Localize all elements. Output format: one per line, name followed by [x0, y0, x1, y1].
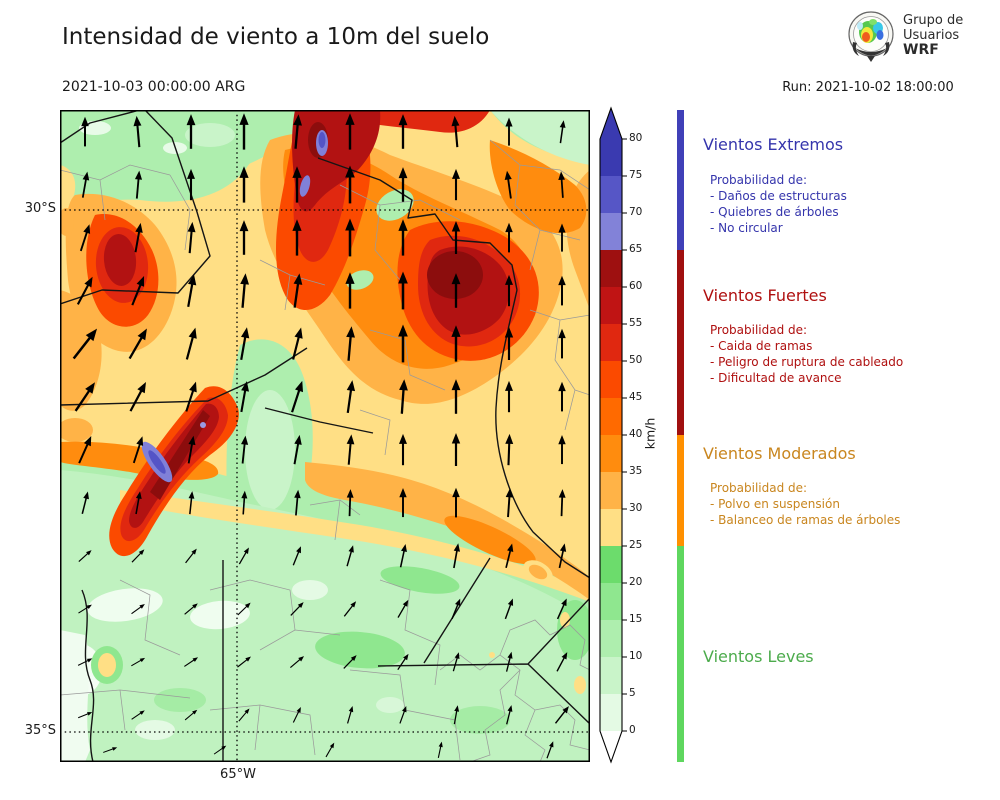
wind-intensity-map: [60, 110, 590, 762]
legend-intro: Probabilidad de:: [710, 323, 808, 337]
legend-title-leves: Vientos Leves: [703, 647, 814, 666]
legend-title-moderados: Vientos Moderados: [703, 444, 856, 463]
logo-line2: Usuarios: [903, 28, 960, 43]
logo-text: Grupo de Usuarios WRF: [903, 13, 963, 58]
lat-label-30s: 30°S: [24, 201, 56, 216]
colorbar-tick-label: 0: [629, 724, 636, 736]
colorbar-tick-label: 25: [629, 539, 643, 551]
colorbar-tick-label: 80: [629, 132, 643, 144]
colorbar-tick-label: 10: [629, 650, 643, 662]
legend-item: - Peligro de ruptura de cableado: [710, 355, 904, 369]
lat-label-35s: 35°S: [24, 723, 56, 738]
legend-item: - No circular: [710, 221, 783, 235]
colorbar-tick-label: 60: [629, 280, 643, 292]
colorbar-tick-label: 45: [629, 391, 643, 403]
colorbar-tick-label: 70: [629, 206, 643, 218]
legend-item: - Balanceo de ramas de árboles: [710, 513, 901, 527]
colorbar-tick-label: 65: [629, 243, 643, 255]
legend-intro: Probabilidad de:: [710, 173, 808, 187]
legend-section-fuertes: Vientos Fuertes: [703, 286, 827, 305]
colorbar-unit-label: km/h: [642, 417, 658, 450]
legend-item: - Polvo en suspensión: [710, 497, 840, 511]
legend-body-moderados: Probabilidad de: - Polvo en suspensión -…: [710, 480, 900, 528]
colorbar-tick-label: 55: [629, 317, 643, 329]
legend-section-leves: Vientos Leves: [703, 647, 814, 666]
legend-item: - Daños de estructuras: [710, 189, 847, 203]
colorbar-tick-label: 75: [629, 169, 643, 181]
colorbar-tick-label: 35: [629, 465, 643, 477]
colorbar-tick-label: 20: [629, 576, 643, 588]
colorbar-tick-label: 40: [629, 428, 643, 440]
legend-item: - Caida de ramas: [710, 339, 813, 353]
category-color-strip: [677, 110, 684, 762]
colorbar-ticks: [622, 138, 627, 732]
logo-line1: Grupo de: [903, 13, 964, 28]
legend-title-fuertes: Vientos Fuertes: [703, 286, 827, 305]
wind-speed-colorbar: [599, 106, 627, 764]
legend-section-moderados: Vientos Moderados: [703, 444, 856, 463]
legend-body-extremos: Probabilidad de: - Daños de estructuras …: [710, 172, 847, 236]
lon-label-65w: 65°W: [220, 767, 256, 782]
logo-line3: WRF: [903, 42, 939, 58]
wrf-group-logo-icon: [848, 11, 894, 62]
legend-item: - Dificultad de avance: [710, 371, 842, 385]
legend-intro: Probabilidad de:: [710, 481, 808, 495]
province-borders: [60, 110, 590, 762]
map-frame: [60, 110, 590, 762]
latlon-gridlines: [60, 110, 590, 762]
legend-item: - Quiebres de árboles: [710, 205, 839, 219]
legend-title-extremos: Vientos Extremos: [703, 135, 844, 154]
legend-body-fuertes: Probabilidad de: - Caida de ramas - Peli…: [710, 322, 903, 386]
department-borders: [60, 139, 590, 762]
colorbar-tick-label: 50: [629, 354, 643, 366]
legend-section-extremos: Vientos Extremos: [703, 135, 843, 154]
valid-time-label: 2021-10-03 00:00:00 ARG: [62, 79, 246, 95]
colorbar-tick-label: 30: [629, 502, 643, 514]
page-title: Intensidad de viento a 10m del suelo: [62, 24, 490, 50]
run-time-label: Run: 2021-10-02 18:00:00: [782, 80, 954, 95]
colorbar-tick-label: 5: [629, 687, 636, 699]
colorbar-tick-label: 15: [629, 613, 643, 625]
